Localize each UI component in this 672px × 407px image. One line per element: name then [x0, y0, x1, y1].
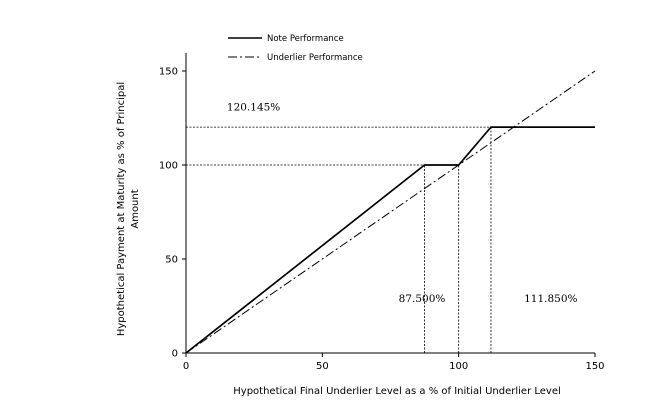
- axes: [185, 53, 595, 354]
- legend: Note Performance Underlier Performance: [228, 34, 363, 63]
- y-tick-label: 150: [159, 67, 178, 78]
- x-axis-title: Hypothetical Final Underlier Level as a …: [233, 386, 561, 397]
- annotations: 120.145% 87.500% 111.850%: [227, 101, 578, 305]
- series-line-underlier-performance: [185, 70, 596, 354]
- y-tick-label: 0: [172, 349, 178, 360]
- series-layer: [185, 70, 596, 354]
- reference-lines: [186, 126, 492, 353]
- x-tick-label: 0: [183, 361, 189, 372]
- y-axis-title-line-1: Hypothetical Payment at Maturity as % of…: [116, 82, 127, 336]
- annotation-label: 87.500%: [399, 293, 446, 305]
- legend-label-underlier: Underlier Performance: [267, 53, 363, 63]
- x-tick-label: 100: [449, 361, 468, 372]
- x-axis-ticks: 0 50 100 150: [183, 353, 605, 372]
- legend-label-note: Note Performance: [267, 34, 344, 44]
- y-tick-label: 100: [159, 161, 178, 172]
- series-line-note-performance: [185, 126, 595, 354]
- x-tick-label: 50: [316, 361, 329, 372]
- x-tick-label: 150: [585, 361, 604, 372]
- annotation-label: 120.145%: [227, 101, 280, 113]
- y-axis-title-line-2: Amount: [130, 189, 141, 228]
- annotation-label: 111.850%: [524, 293, 577, 305]
- y-axis-title: Hypothetical Payment at Maturity as % of…: [116, 82, 141, 336]
- y-axis-ticks: 0 50 100 150: [159, 67, 186, 360]
- y-tick-label: 50: [165, 255, 178, 266]
